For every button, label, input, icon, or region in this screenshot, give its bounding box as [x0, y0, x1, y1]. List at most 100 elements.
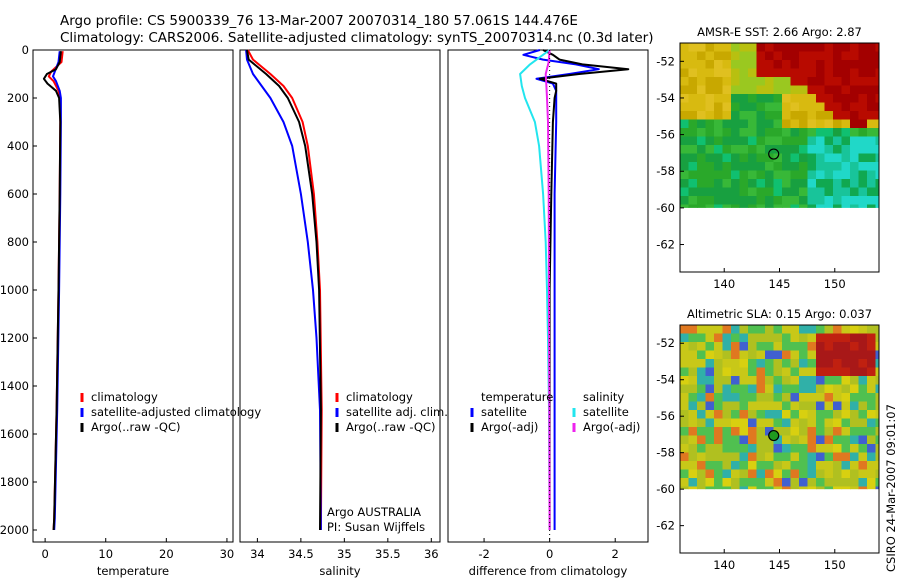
field-cell: [756, 196, 766, 206]
field-cell: [833, 196, 843, 206]
field-cell: [858, 145, 868, 155]
field-cell: [773, 170, 783, 180]
field-cell: [765, 85, 775, 95]
field-cell: [782, 119, 792, 129]
field-cell: [782, 367, 792, 377]
field-cell: [850, 77, 860, 87]
field-cell: [688, 128, 698, 138]
field-cell: [782, 77, 792, 87]
field-cell: [739, 478, 749, 488]
field-cell: [875, 204, 879, 208]
y-tick-label: 1200: [0, 331, 29, 345]
field-cell: [739, 162, 749, 172]
field-cell: [807, 145, 817, 155]
field-cell: [756, 128, 766, 138]
field-cell: [816, 94, 826, 104]
field-cell: [739, 204, 749, 208]
field-cell: [705, 325, 715, 335]
field-cell: [858, 68, 868, 78]
field-cell: [688, 94, 698, 104]
field-cell: [705, 478, 715, 488]
field-cell: [790, 136, 800, 146]
field-cell: [765, 128, 775, 138]
field-cell: [739, 461, 749, 471]
field-cell: [841, 60, 851, 70]
field-cell: [739, 68, 749, 78]
field-cell: [714, 452, 724, 462]
field-cell: [688, 478, 698, 488]
field-cell: [714, 85, 724, 95]
field-cell: [858, 136, 868, 146]
field-cell: [816, 85, 826, 95]
field-cell: [799, 60, 809, 70]
field-cell: [697, 94, 707, 104]
field-cell: [756, 367, 766, 377]
field-cell: [858, 111, 868, 121]
field-cell: [799, 350, 809, 360]
field-cell: [807, 119, 817, 129]
field-cell: [807, 60, 817, 70]
field-cell: [714, 77, 724, 87]
field-cell: [867, 325, 877, 335]
field-cell: [714, 486, 724, 490]
field-cell: [782, 410, 792, 420]
y-tick-label: -54: [656, 373, 675, 387]
field-cell: [867, 427, 877, 437]
field-cell: [833, 162, 843, 172]
field-cell: [807, 461, 817, 471]
y-tick-label: 1000: [0, 283, 29, 297]
field-cell: [697, 367, 707, 377]
field-cell: [705, 401, 715, 411]
legend-label: climatology: [91, 390, 158, 404]
field-cell: [790, 461, 800, 471]
field-cell: [773, 435, 783, 445]
field-cell: [858, 94, 868, 104]
field-cell: [748, 410, 758, 420]
field-cell: [680, 367, 690, 377]
field-cell: [756, 486, 766, 490]
field-cell: [824, 111, 834, 121]
field-cell: [875, 94, 879, 104]
field-cell: [799, 384, 809, 394]
field-cell: [739, 170, 749, 180]
field-cell: [790, 393, 800, 403]
field-cell: [841, 136, 851, 146]
field-cell: [731, 325, 741, 335]
y-tick-label: -58: [656, 164, 675, 178]
field-cell: [782, 102, 792, 112]
field-cell: [799, 153, 809, 163]
field-cell: [833, 128, 843, 138]
field-cell: [722, 204, 732, 208]
field-cell: [773, 452, 783, 462]
field-cell: [816, 461, 826, 471]
field-cell: [739, 94, 749, 104]
field-cell: [841, 376, 851, 386]
field-cell: [722, 393, 732, 403]
field-cell: [799, 435, 809, 445]
field-cell: [688, 145, 698, 155]
field-cell: [697, 77, 707, 87]
field-cell: [867, 102, 877, 112]
y-tick-label: -56: [656, 409, 675, 423]
field-cell: [841, 111, 851, 121]
field-cell: [756, 111, 766, 121]
field-cell: [807, 94, 817, 104]
annotation-text: PI: Susan Wijffels: [327, 520, 425, 534]
field-cell: [799, 427, 809, 437]
field-cell: [807, 196, 817, 206]
field-cell: [850, 486, 860, 490]
legend-label: satellite-adjusted climatology: [91, 405, 261, 419]
field-cell: [858, 376, 868, 386]
field-cell: [731, 469, 741, 479]
field-cell: [850, 204, 860, 208]
field-cell: [722, 153, 732, 163]
field-cell: [867, 469, 877, 479]
field-cell: [782, 145, 792, 155]
field-cell: [697, 136, 707, 146]
field-cell: [816, 136, 826, 146]
field-cell: [824, 196, 834, 206]
field-cell: [705, 119, 715, 129]
field-cell: [782, 444, 792, 454]
field-cell: [858, 119, 868, 129]
field-cell: [722, 170, 732, 180]
